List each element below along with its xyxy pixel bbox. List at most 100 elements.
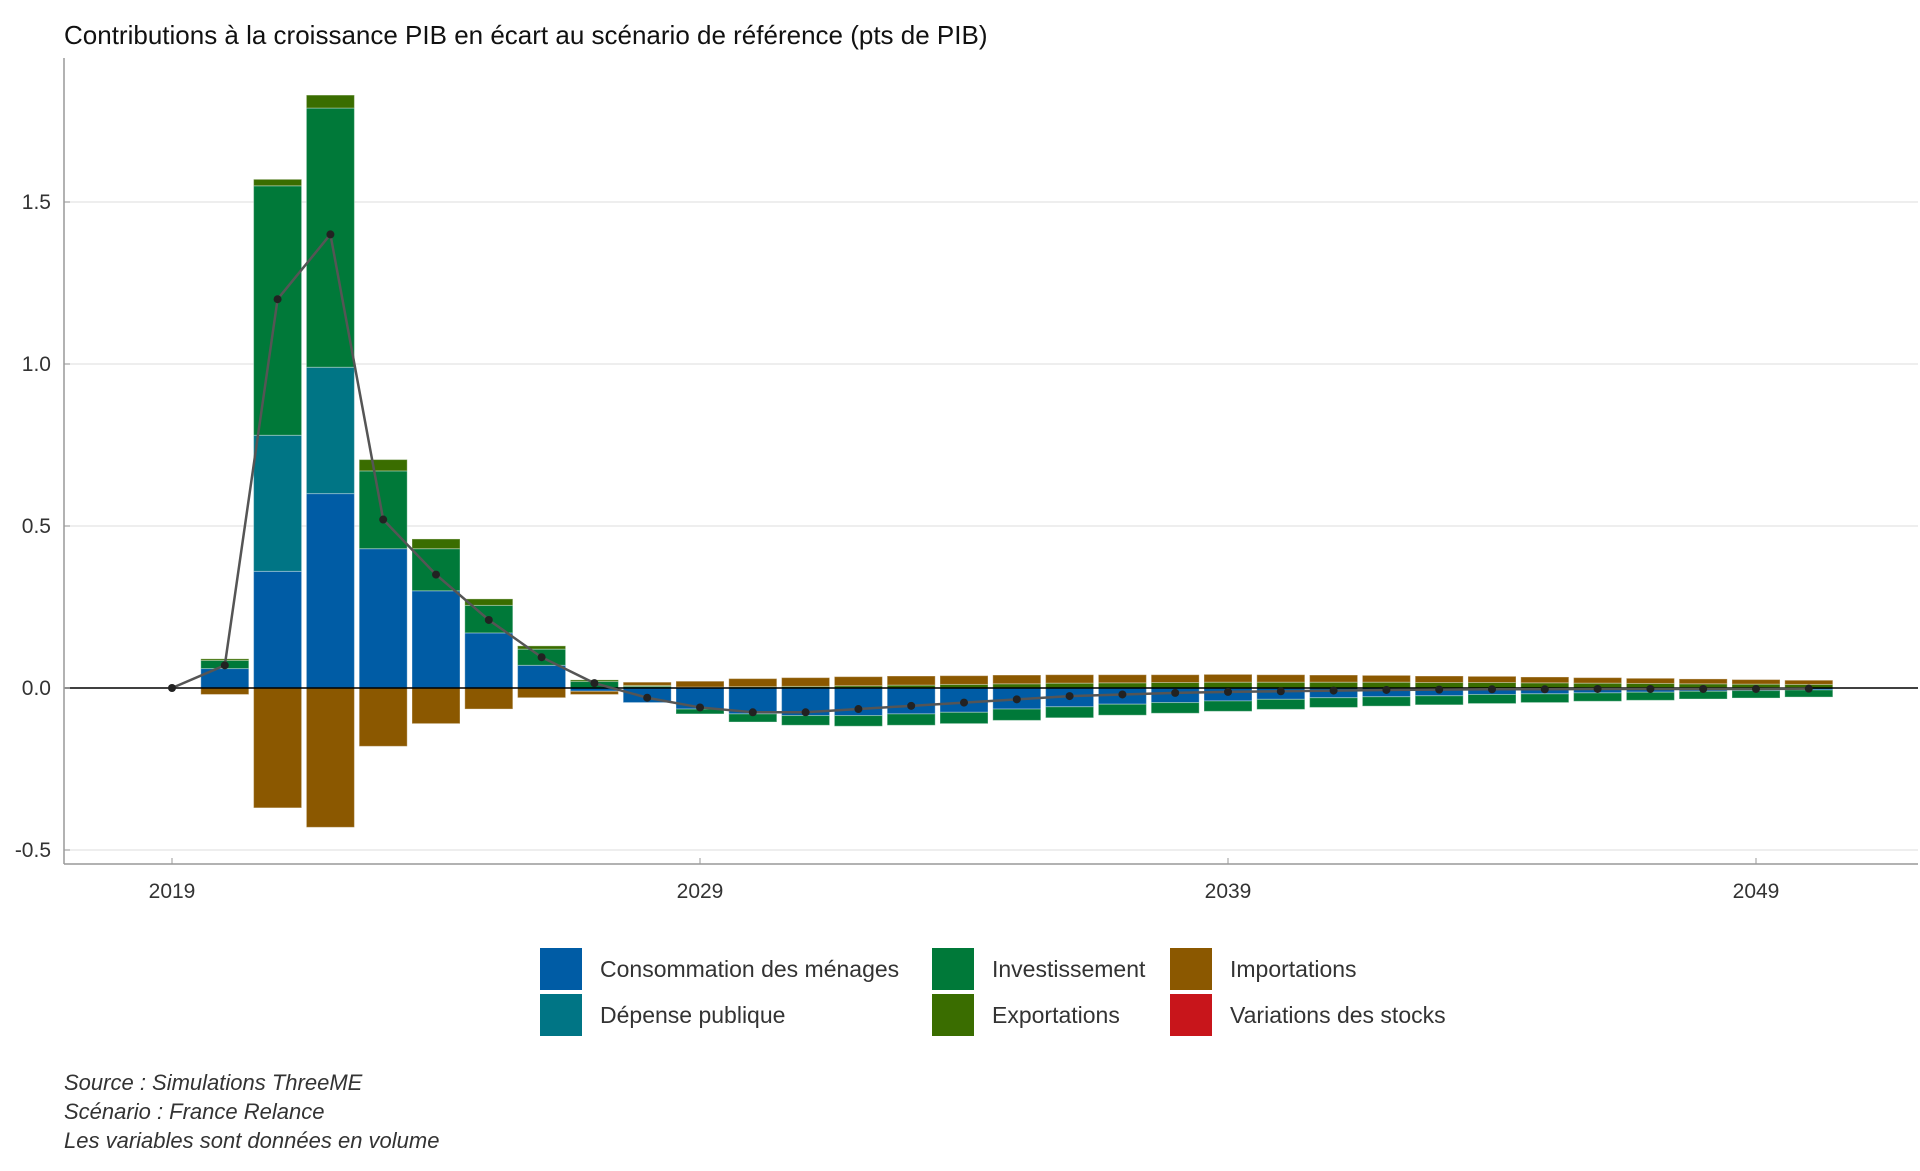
bar-segment: [253, 434, 303, 572]
total-line-point: [643, 693, 652, 702]
total-line-point: [1752, 684, 1760, 693]
bar-segment: [253, 185, 303, 436]
bar-segment: [200, 687, 250, 695]
legend-label: Dépense publique: [600, 1001, 786, 1028]
bar-segment: [1256, 698, 1306, 710]
bar-segment: [305, 687, 355, 828]
bar-segment: [464, 632, 514, 689]
footnotes: Source : Simulations ThreeME Scénario : …: [64, 1068, 439, 1155]
legend-swatch: [1170, 994, 1212, 1036]
source-note: Source : Simulations ThreeME: [64, 1070, 363, 1095]
legend-label: Importations: [1230, 955, 1357, 982]
bar-segment: [1414, 695, 1464, 706]
total-line-point: [1646, 684, 1655, 693]
y-tick-label: 0.0: [22, 677, 51, 700]
bar-segment: [517, 664, 567, 689]
bar-segment: [622, 681, 672, 686]
bar-segment: [464, 687, 514, 710]
legend-swatch: [932, 948, 974, 990]
bar-segment: [992, 674, 1042, 685]
bar-segment: [1309, 674, 1359, 683]
chart-plot: -0.5 0.0 0.5 1.0 1.5 2019 2029 2039 2049: [15, 58, 1918, 903]
total-line-point: [1012, 695, 1021, 704]
y-tick-label: 1.5: [22, 191, 51, 214]
bar-segment: [781, 715, 831, 726]
bar-segment: [1309, 697, 1359, 708]
bar-segment: [1203, 681, 1253, 689]
bar-segment: [1520, 676, 1570, 684]
bar-segment: [1150, 681, 1200, 689]
bar-segment: [675, 680, 725, 688]
legend-item-variations-stocks: Variations des stocks: [1170, 994, 1446, 1036]
total-line-point: [1804, 684, 1813, 693]
bar-segment: [464, 598, 514, 606]
total-line-point: [379, 515, 388, 524]
bar-segment: [517, 687, 567, 699]
legend-item-importations: Importations: [1170, 948, 1357, 990]
bar-segment: [886, 713, 936, 726]
legend-swatch: [540, 948, 582, 990]
bar-segment: [1150, 702, 1200, 714]
legend-item-exportations: Exportations: [932, 994, 1120, 1036]
total-line-path: [171, 231, 1809, 714]
y-tick-label: 1.0: [22, 353, 51, 376]
bar-segment: [1097, 674, 1147, 684]
scenario-note: Scénario : France Relance: [64, 1099, 325, 1124]
total-line-point: [1699, 684, 1708, 693]
bar-segment: [1203, 673, 1253, 683]
total-line-point: [960, 698, 968, 707]
total-line-point: [1276, 687, 1285, 696]
bar-segment: [358, 459, 408, 472]
bar-segment: [1361, 696, 1411, 707]
total-line-point: [1593, 684, 1602, 693]
bar-segment: [939, 675, 989, 685]
total-line-point: [801, 708, 810, 717]
bar-segment: [305, 94, 355, 109]
total-line-point: [854, 705, 863, 714]
bar-segment: [833, 676, 883, 687]
total-line-point: [220, 661, 229, 670]
chart-title: Contributions à la croissance PIB en éca…: [64, 20, 988, 50]
x-tick-label: 2039: [1205, 880, 1252, 903]
bar-segment: [886, 675, 936, 686]
total-line-point: [1329, 686, 1338, 695]
legend-item-consommation: Consommation des ménages: [540, 948, 899, 990]
bar-segment: [886, 687, 936, 715]
bar-segment: [411, 687, 461, 725]
bar-segment: [992, 708, 1042, 721]
total-line-point: [748, 708, 757, 717]
bar-segment: [305, 366, 355, 495]
bar-segment: [358, 687, 408, 747]
x-tick-label: 2049: [1733, 880, 1780, 903]
bar-segment: [1097, 703, 1147, 716]
x-tick-labels: 2019 2029 2039 2049: [149, 858, 1780, 903]
bar-segment: [1625, 677, 1675, 684]
total-line-point: [1224, 687, 1232, 696]
bar-segment: [1467, 675, 1517, 683]
bar-segment: [1256, 674, 1306, 683]
y-tick-label: 0.5: [22, 515, 51, 538]
bar-segment: [305, 493, 355, 689]
legend-label: Variations des stocks: [1230, 1001, 1446, 1028]
total-line-point: [696, 703, 704, 712]
volume-note: Les variables sont données en volume: [64, 1128, 440, 1153]
legend-label: Investissement: [992, 955, 1146, 982]
bar-segment: [1573, 677, 1623, 684]
bar-segment: [253, 178, 303, 187]
total-line-point: [1382, 685, 1391, 694]
legend-swatch: [540, 994, 582, 1036]
bar-segment: [517, 645, 567, 650]
y-tick-label: -0.5: [15, 839, 51, 862]
total-line-point: [432, 570, 440, 579]
bar-segment: [939, 711, 989, 725]
legend-swatch: [1170, 948, 1212, 990]
total-line-point: [484, 615, 493, 624]
bar-segment: [1625, 691, 1675, 701]
bar-segment: [1256, 681, 1306, 689]
total-line-point: [1488, 685, 1496, 694]
bar-segment: [1150, 674, 1200, 683]
total-line-point: [168, 684, 176, 692]
total-line: [168, 230, 1813, 717]
total-line-point: [326, 230, 335, 239]
bar-segment: [1520, 693, 1570, 704]
